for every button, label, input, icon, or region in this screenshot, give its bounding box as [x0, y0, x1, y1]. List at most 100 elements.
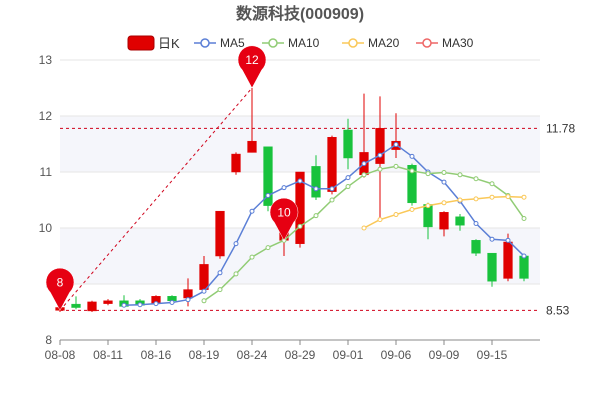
ma10-point — [313, 213, 319, 219]
candle-body — [519, 255, 529, 279]
ma10-point — [457, 172, 463, 178]
candle-body — [71, 303, 81, 308]
legend-label: 日K — [158, 36, 180, 51]
marker-label: 12 — [245, 53, 259, 67]
ma20-point — [361, 225, 367, 231]
legend-icon-circle — [200, 38, 210, 48]
x-tick-label: 09-06 — [381, 348, 412, 362]
ma10-point — [217, 287, 223, 293]
ma20-point — [457, 197, 463, 203]
legend-item-kline[interactable]: 日K — [127, 35, 180, 51]
ma20-point — [409, 207, 415, 213]
ma10-point — [377, 166, 383, 172]
reference-label: 8.53 — [546, 303, 570, 317]
ma5-point — [441, 179, 447, 185]
ma5-point — [489, 236, 495, 242]
legend[interactable]: 日K MA5 MA10 MA20 MA30 — [127, 35, 474, 51]
legend-item-ma20[interactable]: MA20 — [342, 36, 400, 50]
ma5-point — [313, 186, 319, 192]
ma20-point — [393, 212, 399, 218]
y-tick-label: 10 — [39, 221, 53, 235]
ma5-point — [121, 302, 127, 308]
legend-icon-circle — [348, 38, 358, 48]
ma5-point — [137, 302, 143, 308]
ma10-point — [361, 172, 367, 178]
ma10-point — [473, 176, 479, 182]
legend-icon-circle — [422, 38, 432, 48]
grid-band — [60, 116, 540, 172]
ma5-point — [393, 142, 399, 148]
ma5-point — [377, 152, 383, 158]
candle-body — [455, 216, 465, 226]
candle-body — [103, 300, 113, 304]
y-tick-label: 8 — [45, 333, 52, 347]
ma5-point — [505, 237, 511, 243]
legend-label: MA20 — [368, 36, 400, 50]
ma5-point — [361, 161, 367, 167]
reference-label: 11.78 — [546, 121, 575, 135]
ma5-point — [473, 221, 479, 227]
x-tick-label: 08-29 — [285, 348, 316, 362]
y-tick-label: 12 — [39, 109, 53, 123]
marker-pin — [45, 267, 75, 311]
reference-lines: 11.78 8.53 — [59, 87, 575, 317]
candle-body — [487, 252, 497, 282]
ma10-point — [297, 223, 303, 229]
ma5-line — [123, 143, 525, 307]
ma5-point — [169, 299, 175, 305]
legend-item-ma30[interactable]: MA30 — [416, 36, 474, 50]
ma10-point — [265, 245, 271, 251]
ma10-point — [329, 197, 335, 203]
ma5-point — [217, 270, 223, 276]
candle-body — [407, 165, 417, 204]
ma5-point — [345, 175, 351, 181]
ma5-point — [297, 178, 303, 184]
y-tick-label: 11 — [40, 165, 53, 179]
marker-label: 10 — [277, 205, 291, 219]
candle-body — [311, 166, 321, 198]
ma5-point — [153, 301, 159, 307]
legend-item-ma5[interactable]: MA5 — [194, 36, 245, 50]
ma5-point — [249, 208, 255, 214]
candle-body — [247, 140, 257, 153]
ma10-point — [345, 184, 351, 190]
legend-label: MA5 — [220, 36, 245, 50]
ma5-point — [329, 186, 335, 192]
x-tick-label: 08-19 — [189, 348, 220, 362]
candle-body — [471, 240, 481, 254]
ma5-point — [201, 288, 207, 294]
trend-line — [59, 87, 253, 311]
ma20-point — [521, 194, 527, 200]
marker-pin — [269, 197, 299, 241]
ma10-point — [393, 163, 399, 169]
legend-item-ma10[interactable]: MA10 — [262, 36, 320, 50]
ma5-point — [185, 297, 191, 303]
ma20-point — [377, 217, 383, 223]
y-tick-label: 13 — [39, 53, 53, 67]
x-tick-label: 09-15 — [477, 348, 508, 362]
ma20-point — [489, 194, 495, 200]
moving-averages — [121, 142, 527, 308]
ma10-point — [441, 170, 447, 176]
chart-title: 数源科技(000909) — [236, 4, 364, 23]
x-tick-label: 08-08 — [45, 348, 76, 362]
marker-pin — [237, 45, 267, 89]
ma5-point — [265, 193, 271, 199]
candle-body — [439, 212, 449, 230]
x-tick-label: 09-01 — [333, 348, 364, 362]
candle-body — [87, 301, 97, 312]
marker-label: 8 — [57, 275, 64, 289]
ma10-point — [201, 298, 207, 304]
x-tick-label: 08-11 — [93, 348, 123, 362]
ma10-point — [233, 271, 239, 277]
legend-label: MA30 — [442, 36, 474, 50]
legend-label: MA10 — [288, 36, 320, 50]
candle-body — [183, 289, 193, 299]
ma10-point — [489, 181, 495, 187]
x-tick-label: 09-09 — [429, 348, 460, 362]
x-tick-label: 08-24 — [237, 348, 268, 362]
legend-icon-circle — [268, 38, 278, 48]
candle-body — [215, 210, 225, 257]
candle-body — [263, 146, 273, 206]
